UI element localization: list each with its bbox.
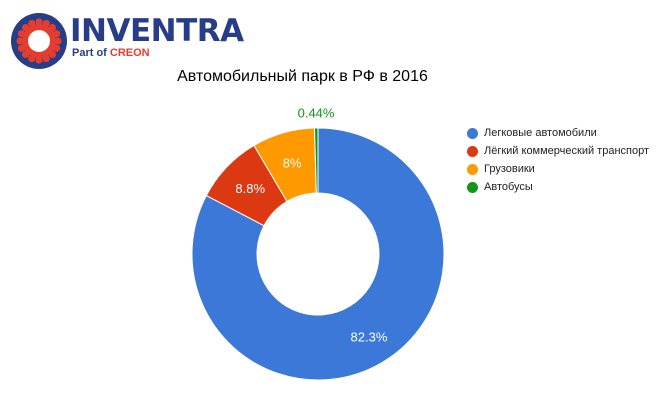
- legend-swatch-0: [467, 128, 478, 139]
- logo-emblem-icon: [11, 13, 67, 69]
- logo-wordmark: INVENTRA: [70, 13, 244, 49]
- legend-label-3: Автобусы: [484, 181, 533, 193]
- chart-title: Автомобильный парк в РФ в 2016: [177, 68, 428, 85]
- legend-swatch-2: [467, 164, 478, 175]
- slice-label-3: 0.44%: [298, 105, 335, 120]
- donut-slices: [191, 127, 445, 381]
- legend-label-2: Грузовики: [484, 163, 535, 175]
- slice-label-2: 8%: [283, 156, 302, 171]
- chart-legend: Легковые автомобили Лёгкий коммерческий т…: [467, 126, 657, 198]
- donut-labels: 82.3% 8.8% 8% 0.44%: [235, 105, 387, 344]
- legend-label-0: Легковые автомобили: [484, 127, 597, 139]
- logo-tagline: Part of CREON: [72, 47, 150, 59]
- logo: INVENTRA Part of CREON: [10, 12, 244, 70]
- slice-label-0: 82.3%: [351, 330, 388, 345]
- legend-item-0[interactable]: Легковые автомобили: [467, 126, 657, 141]
- legend-swatch-1: [467, 146, 478, 157]
- legend-swatch-3: [467, 182, 478, 193]
- legend-label-1: Лёгкий коммерческий транспорт: [484, 145, 650, 157]
- legend-item-2[interactable]: Грузовики: [467, 162, 657, 177]
- legend-item-3[interactable]: Автобусы: [467, 180, 657, 195]
- logo-tagline-brand: CREON: [109, 47, 150, 59]
- slice-3[interactable]: [313, 127, 319, 194]
- slice-label-1: 8.8%: [235, 181, 265, 196]
- legend-item-1[interactable]: Лёгкий коммерческий транспорт: [467, 144, 657, 159]
- logo-tagline-prefix: Part of: [72, 47, 107, 59]
- slice-0[interactable]: [191, 127, 445, 381]
